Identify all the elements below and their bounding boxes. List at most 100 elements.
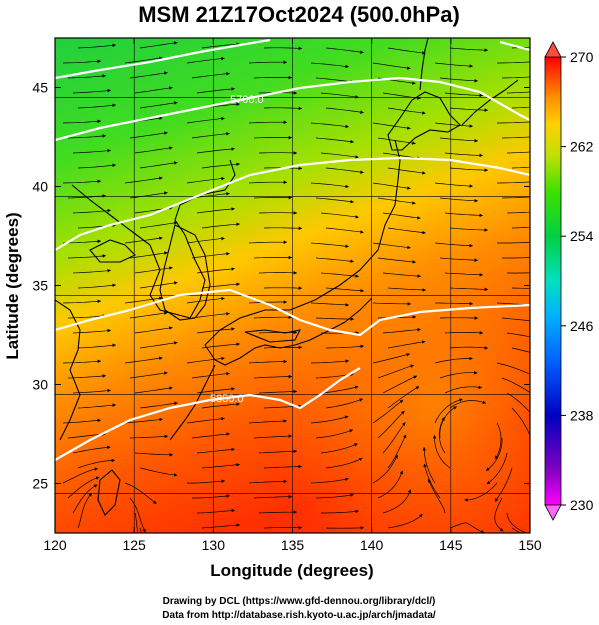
- streamline: [497, 121, 530, 124]
- streamline: [77, 343, 117, 349]
- streamline: [201, 463, 240, 469]
- streamline: [438, 416, 446, 454]
- streamline: [310, 62, 349, 69]
- x-tick-label: 140: [360, 537, 384, 553]
- y-tick-label: 35: [32, 278, 48, 294]
- streamline: [315, 137, 354, 144]
- streamline: [449, 47, 489, 52]
- streamline: [372, 454, 398, 484]
- colorbar-tick-label: 238: [570, 407, 594, 423]
- streamline: [191, 192, 230, 199]
- streamline: [248, 419, 288, 424]
- height-contour-mid: [55, 156, 530, 251]
- streamline: [139, 467, 178, 477]
- height-contour-north: [55, 38, 271, 80]
- streamline: [129, 191, 168, 199]
- streamline: [186, 417, 225, 424]
- streamline: [134, 326, 173, 334]
- streamline: [196, 508, 236, 514]
- streamline: [387, 287, 427, 292]
- streamline: [511, 106, 530, 109]
- streamline: [439, 77, 479, 83]
- streamline: [248, 240, 288, 244]
- streamline: [501, 196, 530, 199]
- streamline: [124, 482, 157, 504]
- streamline: [325, 457, 363, 469]
- colorbar-tick-label: 262: [570, 139, 594, 155]
- streamline: [439, 197, 479, 203]
- streamline: [310, 477, 349, 484]
- streamline: [124, 417, 163, 424]
- streamline: [139, 221, 178, 229]
- streamline: [372, 122, 411, 130]
- streamline: [196, 207, 235, 214]
- streamline: [485, 438, 503, 471]
- streamline: [186, 479, 226, 484]
- streamline: [320, 92, 359, 99]
- streamline: [186, 116, 225, 124]
- streamline: [432, 434, 451, 469]
- streamline: [444, 152, 484, 158]
- streamline: [139, 401, 178, 409]
- streamline: [494, 497, 504, 532]
- streamline: [67, 374, 107, 379]
- streamline: [382, 327, 421, 334]
- streamline: [62, 179, 102, 184]
- x-tick-label: 145: [439, 537, 463, 553]
- streamline: [387, 227, 426, 235]
- y-tick-label: 45: [32, 80, 48, 96]
- streamline: [72, 148, 112, 154]
- height-contour-upper-subtropic: [55, 288, 530, 337]
- streamline: [62, 467, 99, 484]
- streamline: [62, 119, 102, 124]
- streamline: [501, 317, 530, 322]
- colorbar-tick-label: 246: [570, 318, 594, 334]
- streamline: [449, 227, 489, 232]
- streamline: [248, 180, 288, 184]
- streamline: [62, 418, 102, 424]
- streamline: [253, 195, 293, 200]
- streamline: [382, 272, 422, 278]
- streamline: [134, 266, 173, 274]
- colorbar-gradient: [544, 56, 562, 506]
- streamline: [129, 371, 168, 379]
- streamline: [377, 364, 414, 379]
- streamline: [196, 87, 235, 94]
- streamline: [253, 494, 293, 499]
- streamline: [497, 61, 530, 64]
- height-contour-5700: [55, 76, 530, 142]
- credit-drawing: Drawing by DCL (https://www.gfd-dennou.o…: [163, 596, 436, 607]
- streamline: [201, 42, 240, 49]
- colorbar-tick-label: 230: [570, 497, 594, 513]
- streamline: [315, 257, 354, 263]
- streamline: [325, 167, 364, 174]
- streamline: [129, 251, 168, 259]
- streamline: [196, 387, 235, 394]
- streamline: [310, 359, 350, 364]
- streamline: [310, 182, 349, 189]
- streamline: [382, 489, 412, 514]
- streamline: [372, 353, 411, 364]
- streamline: [444, 212, 484, 218]
- streamline: [129, 131, 168, 139]
- height-contours: [55, 38, 530, 461]
- streamline: [434, 356, 473, 364]
- streamline: [310, 302, 350, 307]
- streamline: [134, 146, 173, 154]
- streamline: [387, 107, 426, 115]
- streamline: [382, 422, 406, 454]
- streamline: [377, 470, 404, 499]
- streamline: [310, 242, 349, 248]
- streamline: [325, 47, 364, 54]
- streamline: [201, 282, 240, 289]
- streamline: [310, 415, 349, 424]
- y-axis-ticks: 25 30 35 40 45: [32, 80, 530, 492]
- streamline: [72, 88, 112, 94]
- streamline: [444, 272, 484, 277]
- streamline: [377, 257, 416, 264]
- streamline: [192, 494, 231, 499]
- streamline: [67, 254, 107, 259]
- streamline: [439, 137, 479, 143]
- streamline: [201, 222, 240, 229]
